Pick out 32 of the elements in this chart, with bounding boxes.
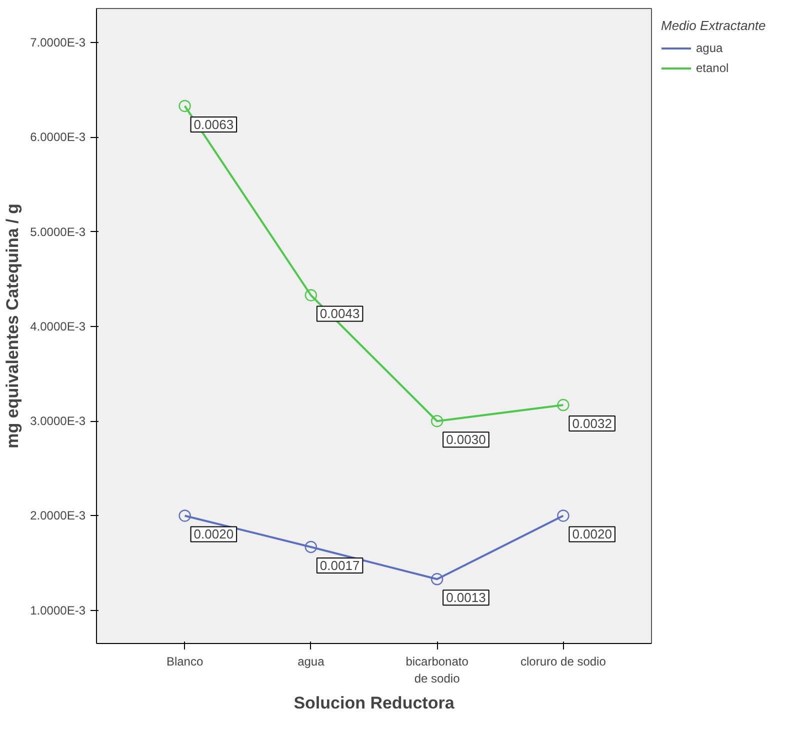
y-tick-label: 7.0000E-3 <box>30 36 86 50</box>
x-tick-label: bicarbonato de sodio <box>406 654 469 686</box>
point <box>430 573 444 586</box>
point <box>304 540 318 554</box>
x-tick-label: agua <box>298 654 325 668</box>
x-tick-label: Blanco <box>166 654 204 668</box>
point <box>557 398 570 412</box>
y-tick-label: 6.0000E-3 <box>30 130 86 144</box>
data-label: 0.0020 <box>194 526 234 542</box>
y-tick-label: 3.0000E-3 <box>30 414 86 428</box>
legend-label: agua <box>696 41 723 55</box>
point <box>304 289 318 302</box>
legend-label: etanol <box>696 61 729 75</box>
y-tick-label: 5.0000E-3 <box>30 224 86 239</box>
data-label: 0.0017 <box>320 558 360 573</box>
y-tick-label: 1.0000E-3 <box>30 603 86 618</box>
point <box>557 510 570 522</box>
data-label: 0.0020 <box>572 526 612 542</box>
data-label: 0.0043 <box>320 306 360 322</box>
x-axis-title: Solucion Reductora <box>294 693 455 712</box>
x-tick-label: cloruro de sodio <box>520 654 606 668</box>
y-tick-label: 2.0000E-3 <box>30 508 86 523</box>
legend-title: Medio Extractante <box>661 18 766 33</box>
point <box>178 510 191 522</box>
data-label: 0.0013 <box>446 590 486 606</box>
y-tick-label: 4.0000E-3 <box>30 319 86 334</box>
point <box>178 100 191 112</box>
y-axis-title: mg equivalentes Catequina / g <box>3 204 22 448</box>
data-label: 0.0063 <box>194 116 234 132</box>
point <box>430 415 444 428</box>
data-label: 0.0032 <box>572 416 612 432</box>
data-label: 0.0030 <box>446 432 486 448</box>
